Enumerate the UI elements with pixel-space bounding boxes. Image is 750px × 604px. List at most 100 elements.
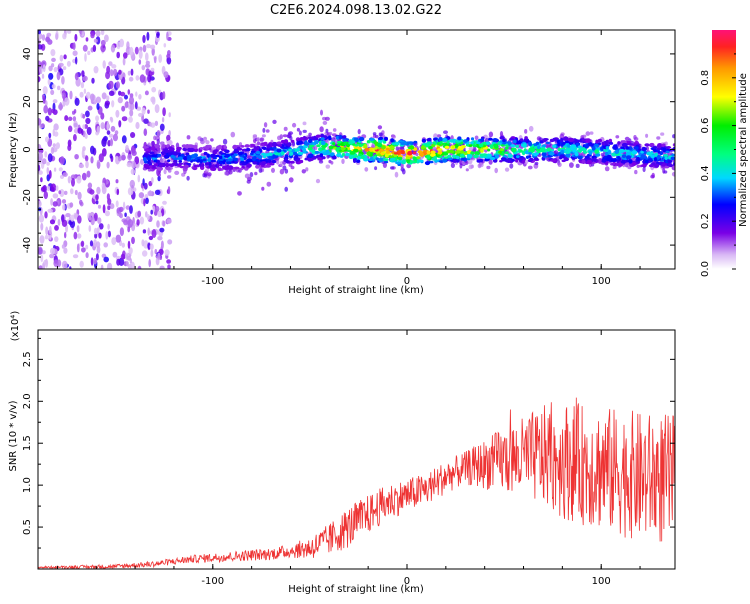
heatmap-ridge-cell [203,151,208,156]
heatmap-ridge-cell [177,156,184,161]
heatmap-noise-cell [142,44,147,53]
heatmap-halo-cell [296,127,300,132]
heatmap-ridge-cell [213,149,219,153]
heatmap-ridge-cell [320,137,325,141]
heatmap-ridge-cell [626,155,632,160]
heatmap-noise-cell [89,189,95,195]
heatmap-noise-cell [128,116,133,123]
heatmap-ridge-cell [584,155,590,159]
heatmap-ridge-cell [246,163,252,168]
heatmap-noise-cell [39,33,43,40]
heatmap-noise-cell [162,200,167,205]
colorbar-tick-label: 0.6 [700,118,711,134]
heatmap-noise-cell [74,72,79,81]
heatmap-halo-cell [488,131,494,138]
heatmap-ridge-cell [560,137,564,143]
heatmap-noise-cell [126,162,132,168]
heatmap-ridge-cell [266,144,271,149]
heatmap-noise-cell [103,242,108,248]
heatmap-halo-cell [494,167,499,174]
heatmap-ridge-cell [269,163,275,166]
heatmap-ridge-cell [567,137,574,142]
heatmap-ridge-cell [430,152,436,157]
heatmap-ridge-cell [321,147,326,151]
heatmap-ridge-cell [470,137,475,141]
heatmap-noise-cell [96,125,101,134]
heatmap-noise-cell [48,170,52,179]
heatmap-noise-cell [142,178,145,186]
heatmap-noise-cell [44,211,48,219]
heatmap-noise-cell [52,143,56,148]
heatmap-ridge-cell [455,159,460,163]
heatmap-ridge-cell [261,152,266,156]
heatmap-ridge-cell [455,150,461,154]
heatmap-halo-cell [615,135,620,139]
heatmap-noise-cell [89,240,94,247]
heatmap-ridge-cell [406,159,411,164]
heatmap-ridge-cell [421,138,427,143]
heatmap-noise-cell [93,257,97,265]
heatmap-noise-cell [90,216,95,226]
heatmap-noise-cell [107,230,111,238]
heatmap-ridge-cell [567,144,571,148]
heatmap-ridge-cell [624,149,631,153]
heatmap-ridge-cell [612,159,617,163]
heatmap-ridge-cell [332,155,337,160]
heatmap-ridge-cell [652,146,658,149]
heatmap-halo-cell [325,164,331,169]
heatmap-ridge-cell [267,159,272,163]
heatmap-noise-cell [38,30,41,35]
heatmap-ridge-cell [594,149,599,154]
heatmap-noise-cell [147,74,152,83]
heatmap-ridge-cell [645,159,649,164]
heatmap-noise-cell [108,133,114,138]
heatmap-halo-cell [283,126,288,131]
heatmap-noise-cell [109,203,115,210]
heatmap-ridge-cell [572,149,577,153]
heatmap-ridge-cell [297,151,304,155]
heatmap-ridge-cell [233,148,239,153]
heatmap-noise-cell [82,146,86,152]
heatmap-ridge-cell [437,154,441,157]
heatmap-noise-cell [106,193,110,201]
heatmap-ridge-cell [394,141,400,146]
heatmap-ridge-cell [366,140,371,144]
heatmap-ridge-cell [616,156,621,159]
heatmap-noise-cell [166,134,171,142]
heatmap-noise-cell [124,94,128,100]
heatmap-ridge-cell [250,152,254,156]
heatmap-halo-cell [262,127,266,133]
heatmap-noise-cell [107,205,111,211]
heatmap-ridge-cell [461,153,465,157]
heatmap-ridge-cell [671,165,675,171]
heatmap-ridge-cell [519,138,524,142]
heatmap-noise-cell [85,160,89,169]
heatmap-noise-cell [57,85,61,91]
heatmap-noise-cell [154,104,160,114]
heatmap-ridge-cell [308,144,315,148]
heatmap-noise-cell [143,118,149,124]
heatmap-ridge-cell [671,153,675,157]
heatmap-ridge-cell [528,151,532,155]
heatmap-ridge-cell [245,148,251,152]
heatmap-noise-cell [55,142,61,150]
heatmap-noise-cell [124,212,127,218]
heatmap-noise-cell [110,69,114,77]
heatmap-ridge-cell [492,138,499,143]
heatmap-halo-cell [279,168,285,175]
heatmap-ridge-cell [329,152,335,157]
heatmap-noise-cell [137,210,142,218]
heatmap-ridge-cell [354,137,359,143]
heatmap-ridge-cell [173,159,178,163]
heatmap-noise-cell [103,256,109,263]
heatmap-ridge-cell [385,150,391,154]
heatmap-ridge-cell [529,147,536,152]
heatmap-ridge-cell [144,148,149,152]
heatmap-ridge-cell [218,155,223,159]
heatmap-noise-cell [112,133,118,142]
heatmap-ridge-cell [186,158,192,162]
heatmap-ridge-cell [642,164,647,168]
heatmap-ridge-cell [537,145,541,150]
heatmap-halo-cell [528,125,534,132]
heatmap-ridge-cell [495,154,499,159]
